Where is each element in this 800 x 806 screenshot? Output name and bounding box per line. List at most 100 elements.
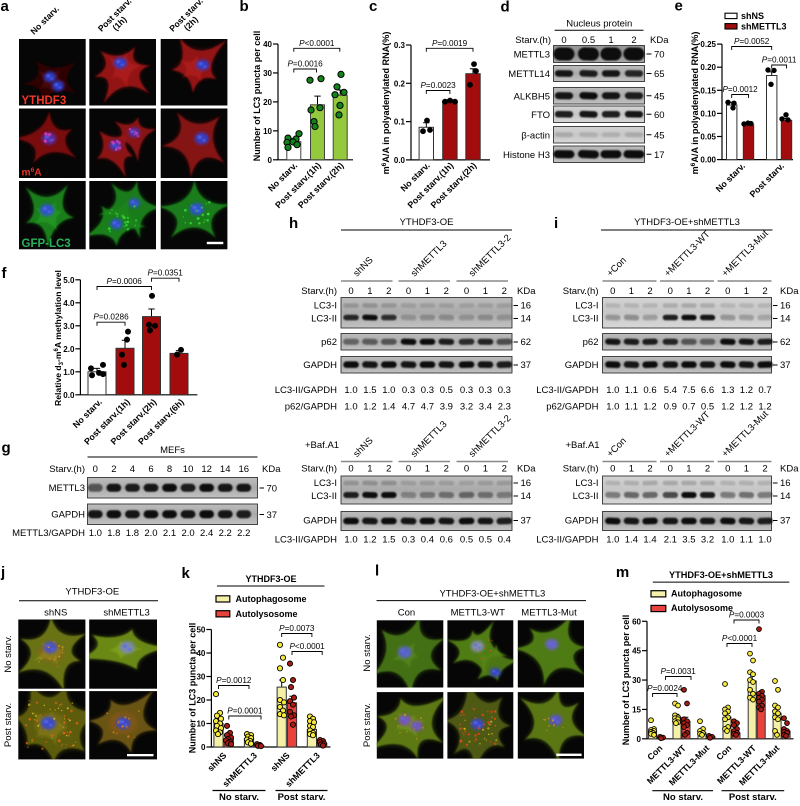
svg-text:0: 0 bbox=[348, 286, 353, 297]
svg-text:60: 60 bbox=[654, 110, 665, 121]
svg-text:4.7: 4.7 bbox=[402, 402, 415, 413]
svg-text:1.4: 1.4 bbox=[382, 402, 395, 413]
svg-text:0.6: 0.6 bbox=[643, 385, 656, 396]
svg-text:1: 1 bbox=[686, 286, 691, 297]
svg-text:14: 14 bbox=[220, 464, 231, 475]
svg-text:1.1: 1.1 bbox=[740, 535, 753, 546]
svg-text:METTL3-Mut: METTL3-Mut bbox=[521, 608, 577, 619]
svg-text:0: 0 bbox=[464, 286, 469, 297]
svg-text:30: 30 bbox=[263, 69, 272, 78]
svg-text:0.3: 0.3 bbox=[479, 385, 492, 396]
svg-text:1.2: 1.2 bbox=[643, 402, 656, 413]
svg-text:p62: p62 bbox=[321, 337, 337, 348]
svg-text:P<0.0001: P<0.0001 bbox=[299, 39, 335, 48]
svg-text:0: 0 bbox=[348, 464, 353, 475]
svg-text:1.8: 1.8 bbox=[107, 528, 120, 539]
svg-text:c: c bbox=[369, 0, 377, 15]
svg-text:40: 40 bbox=[263, 40, 272, 49]
svg-text:2: 2 bbox=[444, 464, 449, 475]
svg-text:Post starv.: Post starv. bbox=[362, 703, 373, 747]
svg-text:shMETTL3: shMETTL3 bbox=[103, 608, 149, 619]
svg-text:1.0: 1.0 bbox=[89, 528, 102, 539]
svg-text:YTHDF3-OE: YTHDF3-OE bbox=[65, 587, 119, 598]
svg-text:Post starv.: Post starv. bbox=[729, 792, 777, 801]
svg-text:P=0.0023: P=0.0023 bbox=[420, 81, 456, 90]
svg-text:P=0.0016: P=0.0016 bbox=[287, 60, 323, 69]
svg-text:P=0.0006: P=0.0006 bbox=[107, 277, 143, 286]
svg-text:30: 30 bbox=[632, 676, 641, 685]
svg-text:2: 2 bbox=[762, 464, 767, 475]
svg-text:1.4: 1.4 bbox=[625, 535, 638, 546]
svg-text:1.2: 1.2 bbox=[363, 535, 376, 546]
svg-text:YTHDF3: YTHDF3 bbox=[22, 95, 67, 107]
svg-text:LC3-I: LC3-I bbox=[314, 478, 337, 489]
svg-text:KDa: KDa bbox=[780, 286, 799, 297]
svg-text:No starv.: No starv. bbox=[3, 635, 14, 672]
svg-text:1.0: 1.0 bbox=[63, 368, 75, 377]
svg-text:4: 4 bbox=[130, 464, 135, 475]
svg-text:MEFs: MEFs bbox=[160, 445, 185, 456]
svg-text:0.2: 0.2 bbox=[394, 79, 406, 88]
svg-text:2.0: 2.0 bbox=[181, 528, 194, 539]
svg-text:0.5: 0.5 bbox=[582, 35, 595, 46]
svg-text:0.0: 0.0 bbox=[394, 156, 406, 165]
svg-text:b: b bbox=[240, 0, 249, 15]
svg-text:10: 10 bbox=[196, 720, 205, 729]
svg-text:37: 37 bbox=[267, 510, 278, 521]
svg-text:2.0: 2.0 bbox=[144, 528, 157, 539]
svg-text:0: 0 bbox=[610, 286, 615, 297]
svg-text:P=0.0351: P=0.0351 bbox=[148, 269, 184, 278]
svg-text:1.0: 1.0 bbox=[382, 385, 395, 396]
svg-text:2: 2 bbox=[386, 286, 391, 297]
svg-text:Starv.(h): Starv.(h) bbox=[563, 464, 599, 475]
svg-text:LC3-II: LC3-II bbox=[311, 491, 337, 502]
svg-text:Number of LC3 puncta per cell: Number of LC3 puncta per cell bbox=[252, 31, 262, 162]
svg-text:14: 14 bbox=[780, 491, 791, 502]
svg-text:i: i bbox=[554, 215, 558, 232]
svg-text:k: k bbox=[182, 565, 191, 582]
svg-text:YTHDF3-OE: YTHDF3-OE bbox=[400, 217, 454, 228]
svg-text:GFP-LC3: GFP-LC3 bbox=[22, 238, 71, 250]
svg-text:14: 14 bbox=[780, 314, 791, 325]
svg-text:1: 1 bbox=[629, 464, 634, 475]
svg-text:shNS: shNS bbox=[741, 11, 764, 21]
svg-text:No starv.: No starv. bbox=[663, 792, 703, 801]
svg-text:1: 1 bbox=[425, 286, 430, 297]
svg-text:0: 0 bbox=[725, 286, 730, 297]
svg-text:P=0.0011: P=0.0011 bbox=[762, 56, 797, 65]
svg-text:3.0: 3.0 bbox=[63, 322, 75, 331]
svg-text:45: 45 bbox=[654, 91, 665, 102]
svg-text:P=0.0031: P=0.0031 bbox=[661, 667, 697, 676]
svg-text:0.15: 0.15 bbox=[700, 86, 716, 95]
svg-text:2: 2 bbox=[762, 286, 767, 297]
svg-text:16: 16 bbox=[780, 301, 791, 312]
svg-text:0: 0 bbox=[406, 464, 411, 475]
svg-text:β-actin: β-actin bbox=[521, 130, 550, 141]
svg-text:p62: p62 bbox=[583, 337, 599, 348]
svg-text:a: a bbox=[1, 0, 10, 15]
svg-text:1.0: 1.0 bbox=[758, 535, 771, 546]
svg-text:0.05: 0.05 bbox=[700, 133, 716, 142]
svg-text:60: 60 bbox=[632, 617, 641, 626]
svg-text:1.0: 1.0 bbox=[721, 535, 734, 546]
svg-text:KDa: KDa bbox=[780, 464, 799, 475]
svg-text:7.5: 7.5 bbox=[682, 385, 695, 396]
svg-text:KDa: KDa bbox=[650, 35, 669, 46]
svg-text:6: 6 bbox=[148, 464, 153, 475]
svg-text:1.4: 1.4 bbox=[643, 535, 656, 546]
svg-text:37: 37 bbox=[521, 516, 532, 527]
svg-text:0: 0 bbox=[93, 464, 98, 475]
svg-text:0: 0 bbox=[406, 286, 411, 297]
svg-text:17: 17 bbox=[654, 150, 665, 161]
svg-text:4.0: 4.0 bbox=[63, 299, 75, 308]
svg-text:P=0.0012: P=0.0012 bbox=[216, 676, 252, 685]
svg-text:0: 0 bbox=[201, 743, 206, 752]
svg-text:0.25: 0.25 bbox=[700, 40, 716, 49]
svg-text:1.2: 1.2 bbox=[740, 385, 753, 396]
svg-text:j: j bbox=[0, 564, 5, 581]
svg-text:3.2: 3.2 bbox=[460, 402, 473, 413]
svg-text:1: 1 bbox=[367, 464, 372, 475]
svg-text:+Baf.A1: +Baf.A1 bbox=[566, 440, 600, 451]
svg-text:P=0.0073: P=0.0073 bbox=[279, 624, 315, 633]
svg-text:Starv.(h): Starv.(h) bbox=[301, 286, 337, 297]
